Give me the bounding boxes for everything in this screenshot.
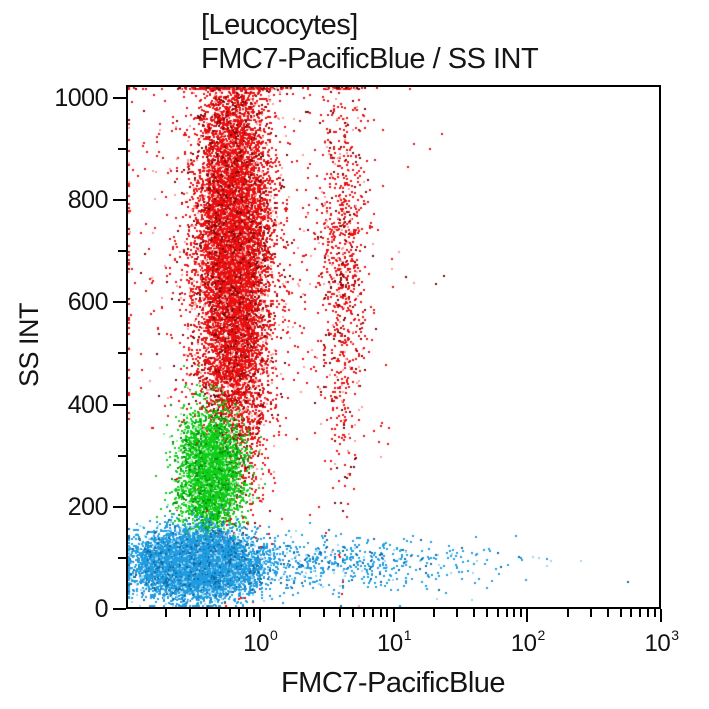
x-minor-tick: [165, 609, 168, 617]
x-minor-tick: [647, 609, 650, 617]
y-major-tick: [113, 199, 126, 202]
x-major-tick: [392, 609, 395, 622]
x-tick-label: 101: [377, 627, 412, 657]
y-minor-tick: [118, 454, 126, 457]
x-tick-label: 100: [243, 627, 278, 657]
plot-title-block: [Leucocytes] FMC7-PacificBlue / SS INT: [201, 8, 539, 76]
x-minor-tick: [362, 609, 365, 617]
x-minor-tick: [639, 609, 642, 617]
x-major-tick: [258, 609, 261, 622]
x-major-tick: [526, 609, 529, 622]
x-minor-tick: [496, 609, 499, 617]
x-axis-label: FMC7-PacificBlue: [280, 667, 506, 699]
x-minor-tick: [473, 609, 476, 617]
y-major-tick: [113, 403, 126, 406]
x-minor-tick: [218, 609, 221, 617]
y-major-tick: [113, 301, 126, 304]
x-minor-tick: [379, 609, 382, 617]
gate-title: [Leucocytes]: [201, 9, 358, 41]
x-minor-tick: [352, 609, 355, 617]
x-minor-tick: [299, 609, 301, 617]
x-minor-tick: [505, 609, 508, 617]
x-minor-tick: [606, 609, 609, 617]
y-major-tick: [113, 505, 126, 508]
x-tick-label: 103: [644, 627, 680, 657]
y-tick-label: 0: [94, 595, 109, 623]
x-minor-tick: [386, 609, 389, 617]
x-minor-tick: [188, 609, 191, 617]
x-minor-tick: [339, 609, 342, 617]
x-minor-tick: [513, 609, 516, 617]
x-minor-tick: [245, 609, 248, 617]
x-minor-tick: [590, 609, 593, 617]
x-minor-tick: [322, 609, 325, 617]
y-minor-tick: [118, 250, 126, 253]
x-minor-tick: [432, 609, 435, 617]
scatter-dot-canvas: [128, 87, 659, 607]
x-minor-tick: [619, 609, 622, 617]
plot-frame: [126, 85, 661, 609]
x-minor-tick: [520, 609, 523, 617]
x-tick-label: 102: [510, 627, 546, 657]
y-minor-tick: [118, 147, 126, 150]
x-minor-tick: [252, 609, 255, 617]
x-major-tick: [660, 609, 662, 622]
x-minor-tick: [653, 609, 656, 617]
y-minor-tick: [118, 352, 126, 355]
x-minor-tick: [371, 609, 374, 617]
y-tick-label: 1000: [54, 83, 108, 112]
y-tick-label: 200: [67, 492, 109, 521]
x-minor-tick: [205, 609, 208, 617]
x-minor-tick: [630, 609, 633, 617]
x-minor-tick: [229, 609, 232, 617]
y-tick-label: 800: [67, 186, 109, 215]
y-major-tick: [113, 96, 126, 99]
x-minor-tick: [485, 609, 488, 617]
x-minor-tick: [456, 609, 459, 617]
x-minor-tick: [566, 609, 569, 617]
parameters-title: FMC7-PacificBlue / SS INT: [201, 43, 539, 75]
y-axis-label: SS INT: [14, 303, 44, 388]
y-minor-tick: [118, 556, 126, 559]
x-minor-tick: [238, 609, 241, 617]
y-major-tick: [113, 608, 126, 610]
